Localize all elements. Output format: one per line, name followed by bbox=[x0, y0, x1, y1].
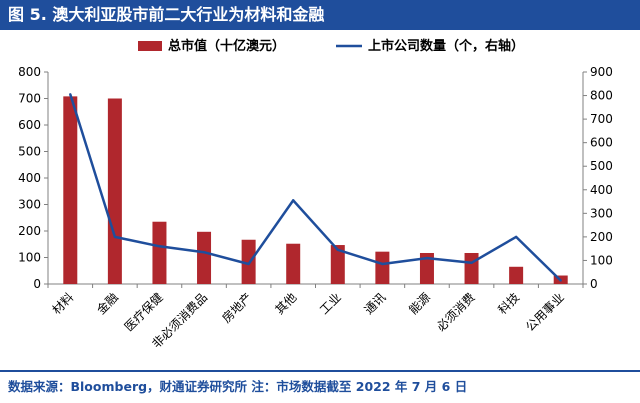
line-point bbox=[292, 199, 295, 202]
y-tick-label-right: 300 bbox=[590, 206, 613, 220]
y-tick-label-right: 700 bbox=[590, 112, 613, 126]
y-tick-label-left: 200 bbox=[18, 224, 41, 238]
x-tick-label: 能源 bbox=[406, 290, 433, 317]
x-tick-label: 其他 bbox=[272, 290, 299, 317]
x-tick-label: 房地产 bbox=[219, 290, 255, 326]
line-point bbox=[336, 248, 339, 252]
legend-bar-swatch bbox=[138, 41, 162, 51]
y-tick-label-right: 400 bbox=[590, 183, 613, 197]
y-tick-label-right: 0 bbox=[590, 277, 598, 291]
line-point bbox=[202, 251, 206, 254]
x-tick-label: 工业 bbox=[317, 290, 344, 317]
line-path bbox=[69, 94, 562, 282]
line-point bbox=[69, 93, 72, 96]
line-point bbox=[247, 262, 250, 266]
y-tick-label-left: 300 bbox=[18, 198, 41, 212]
y-tick-label-left: 600 bbox=[18, 118, 41, 132]
line-point bbox=[113, 235, 117, 239]
bar bbox=[152, 221, 167, 284]
line-point bbox=[514, 235, 518, 239]
y-tick-label-right: 900 bbox=[590, 65, 613, 79]
figure-title: 图 5. 澳大利亚股市前二大行业为材料和金融 bbox=[0, 0, 640, 30]
y-tick-label-left: 800 bbox=[18, 65, 41, 79]
y-tick-label-right: 200 bbox=[590, 230, 613, 244]
y-tick-label-right: 600 bbox=[590, 136, 613, 150]
bar bbox=[509, 266, 524, 284]
x-tick-label: 公用事业 bbox=[523, 290, 567, 334]
line-point bbox=[425, 256, 429, 260]
y-tick-label-left: 700 bbox=[18, 92, 41, 106]
legend: 总市值（十亿澳元） 上市公司数量（个，右轴） bbox=[138, 38, 524, 54]
line-point bbox=[381, 262, 384, 266]
footer-divider bbox=[0, 370, 640, 372]
bar bbox=[375, 251, 390, 284]
x-tick-label: 金融 bbox=[93, 290, 121, 318]
bar bbox=[197, 231, 212, 284]
y-tick-label-right: 800 bbox=[590, 89, 613, 103]
y-tick-label-left: 0 bbox=[33, 277, 41, 291]
line-point bbox=[158, 245, 161, 248]
x-tick-label: 材料 bbox=[50, 290, 77, 317]
axes: 0 100 200 300 400 500 600 700 800 0 100 200 300 400 50… bbox=[18, 65, 613, 291]
x-tick-label: 医疗保健 bbox=[122, 290, 166, 334]
chart: 总市值（十亿澳元） 上市公司数量（个，右轴） 0 100 200 300 400 500 60… bbox=[18, 38, 613, 352]
bar bbox=[63, 96, 78, 284]
x-tick-label: 科技 bbox=[495, 290, 522, 317]
y-tick-label-left: 100 bbox=[18, 251, 41, 265]
x-tick-label: 通讯 bbox=[362, 290, 389, 317]
bar-series bbox=[63, 96, 568, 284]
line-point bbox=[470, 261, 473, 264]
line-point bbox=[559, 279, 562, 282]
bar bbox=[419, 252, 434, 284]
bar bbox=[107, 98, 122, 284]
bar bbox=[286, 243, 301, 284]
x-tick-label: 必须消费 bbox=[434, 290, 478, 334]
legend-line-label: 上市公司数量（个，右轴） bbox=[368, 38, 524, 54]
y-tick-label-left: 500 bbox=[18, 145, 41, 159]
y-tick-label-right: 100 bbox=[590, 253, 613, 267]
source-note: 数据来源：Bloomberg，财通证券研究所 注：市场数据截至 2022 年 7… bbox=[8, 379, 468, 394]
bar bbox=[464, 252, 479, 284]
y-tick-label-right: 500 bbox=[590, 159, 613, 173]
y-tick-label-left: 400 bbox=[18, 171, 41, 185]
legend-bar-label: 总市值（十亿澳元） bbox=[168, 38, 285, 54]
line-series bbox=[69, 93, 562, 282]
bar bbox=[330, 245, 345, 284]
